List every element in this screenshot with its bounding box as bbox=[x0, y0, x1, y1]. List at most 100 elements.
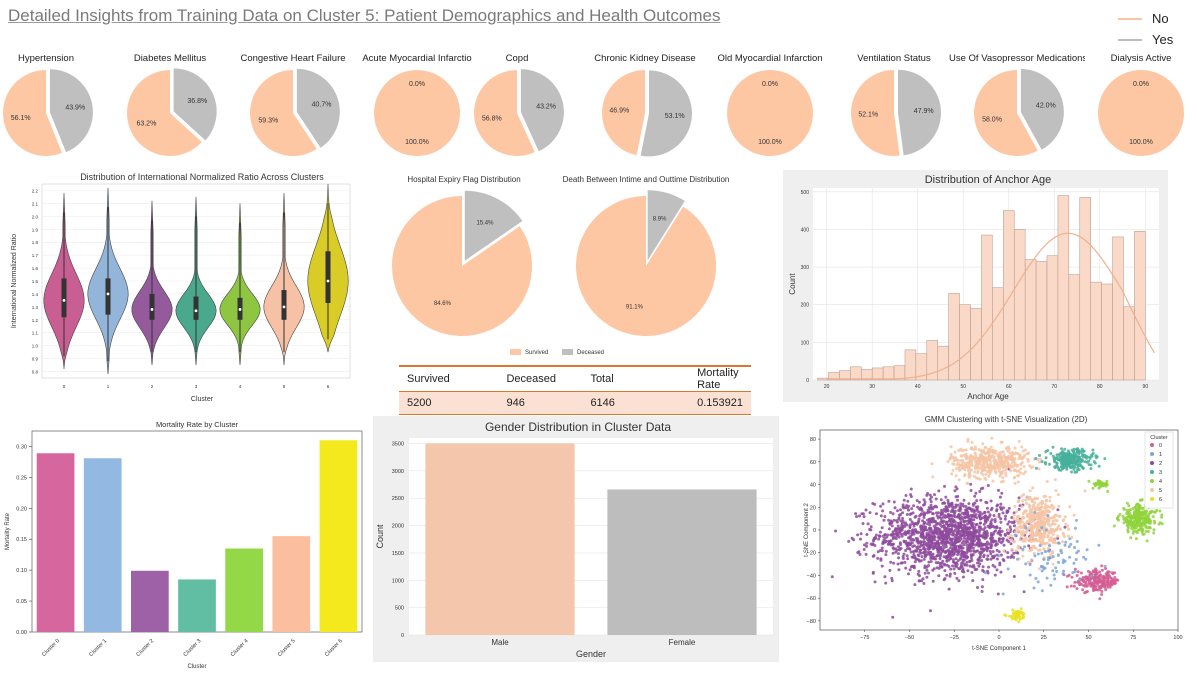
y-tick-label: −80 bbox=[807, 619, 816, 625]
scatter-point bbox=[983, 476, 987, 480]
scatter-point bbox=[1041, 516, 1045, 520]
scatter-point bbox=[1015, 515, 1019, 519]
scatter-point bbox=[904, 566, 908, 570]
condition-pie-4: Copd 43.2% 56.8% bbox=[455, 50, 579, 162]
scatter-point bbox=[904, 540, 908, 543]
scatter-point bbox=[951, 462, 955, 466]
scatter-point bbox=[983, 510, 987, 514]
scatter-point bbox=[910, 507, 914, 511]
scatter-point bbox=[954, 528, 958, 532]
scatter-point bbox=[962, 536, 966, 540]
scatter-point bbox=[1013, 504, 1017, 508]
scatter-point bbox=[1032, 507, 1036, 511]
scatter-point bbox=[1074, 558, 1078, 561]
scatter-point bbox=[1054, 566, 1058, 570]
scatter-point bbox=[969, 556, 973, 560]
scatter-point bbox=[976, 540, 980, 544]
scatter-point bbox=[1045, 519, 1049, 523]
scatter-point bbox=[918, 550, 922, 554]
scatter-point bbox=[951, 553, 955, 557]
scatter-point bbox=[918, 574, 921, 578]
scatter-point bbox=[1012, 511, 1016, 515]
scatter-point bbox=[910, 555, 914, 559]
scatter-point bbox=[1042, 512, 1046, 516]
scatter-point bbox=[950, 519, 953, 523]
scatter-point bbox=[1087, 479, 1091, 483]
scatter-point bbox=[919, 534, 923, 538]
scatter-point bbox=[960, 563, 963, 567]
scatter-point bbox=[1063, 447, 1067, 451]
scatter-point bbox=[906, 499, 910, 503]
scatter-point bbox=[1016, 474, 1020, 478]
scatter-point bbox=[972, 531, 976, 535]
violin-box bbox=[149, 293, 155, 320]
scatter-point bbox=[1015, 452, 1019, 455]
legend-marker bbox=[1150, 470, 1154, 474]
scatter-point bbox=[978, 526, 982, 530]
scatter-point bbox=[1030, 528, 1033, 531]
scatter-point bbox=[989, 533, 993, 537]
scatter-point bbox=[985, 461, 989, 465]
scatter-point bbox=[1021, 554, 1025, 558]
scatter-point bbox=[956, 498, 959, 502]
scatter-point bbox=[978, 562, 982, 566]
scatter-point bbox=[948, 532, 952, 536]
scatter-point bbox=[1109, 576, 1113, 580]
scatter-point bbox=[1019, 607, 1023, 611]
scatter-point bbox=[884, 539, 888, 543]
scatter-point bbox=[937, 489, 941, 493]
scatter-point bbox=[1037, 467, 1041, 471]
scatter-point bbox=[980, 585, 984, 589]
scatter-point bbox=[927, 564, 930, 568]
scatter-point bbox=[892, 518, 896, 522]
scatter-point bbox=[973, 445, 977, 449]
scatter-point bbox=[869, 542, 873, 546]
scatter-point bbox=[930, 462, 934, 466]
scatter-point bbox=[1106, 578, 1110, 582]
scatter-point bbox=[1058, 455, 1062, 459]
scatter-point bbox=[1007, 540, 1011, 544]
scatter-point bbox=[989, 557, 993, 561]
scatter-point bbox=[880, 546, 884, 550]
scatter-point bbox=[931, 579, 935, 583]
scatter-point bbox=[1012, 555, 1015, 559]
scatter-point bbox=[965, 481, 969, 485]
scatter-point bbox=[1061, 519, 1065, 523]
scatter-point bbox=[985, 506, 989, 510]
scatter-point bbox=[982, 522, 986, 526]
scatter-point bbox=[946, 533, 950, 537]
scatter-point bbox=[1134, 537, 1138, 541]
table-cell: 6146 bbox=[590, 397, 615, 409]
scatter-point bbox=[914, 557, 918, 561]
scatter-point bbox=[907, 547, 911, 551]
scatter-point bbox=[993, 518, 997, 522]
scatter-point bbox=[980, 452, 983, 456]
scatter-point bbox=[1094, 567, 1098, 571]
scatter-point bbox=[1048, 544, 1052, 548]
scatter-point bbox=[941, 559, 945, 563]
scatter-point bbox=[1025, 520, 1029, 524]
scatter-point bbox=[933, 519, 937, 523]
x-tick-label: 6 bbox=[327, 384, 330, 389]
scatter-point bbox=[986, 484, 990, 487]
pie-svg: 36.8% 63.2% bbox=[127, 68, 217, 156]
scatter-point bbox=[1097, 480, 1101, 484]
scatter-point bbox=[1097, 585, 1101, 589]
scatter-point bbox=[1056, 553, 1060, 557]
scatter-point bbox=[975, 508, 979, 511]
scatter-point bbox=[890, 576, 894, 580]
scatter-point bbox=[895, 527, 899, 531]
scatter-point bbox=[962, 533, 966, 537]
scatter-point bbox=[897, 545, 900, 549]
scatter-point bbox=[861, 512, 865, 516]
scatter-point bbox=[1017, 496, 1021, 500]
scatter-point bbox=[953, 535, 957, 539]
scatter-point bbox=[859, 537, 862, 541]
scatter-point bbox=[944, 551, 947, 555]
scatter-point bbox=[1092, 460, 1096, 464]
scatter-point bbox=[1075, 518, 1078, 522]
hist-bar bbox=[1046, 255, 1059, 381]
scatter-point bbox=[864, 552, 868, 556]
pie-svg: 0.0% 100.0% bbox=[374, 70, 460, 156]
scatter-point bbox=[1141, 511, 1145, 515]
